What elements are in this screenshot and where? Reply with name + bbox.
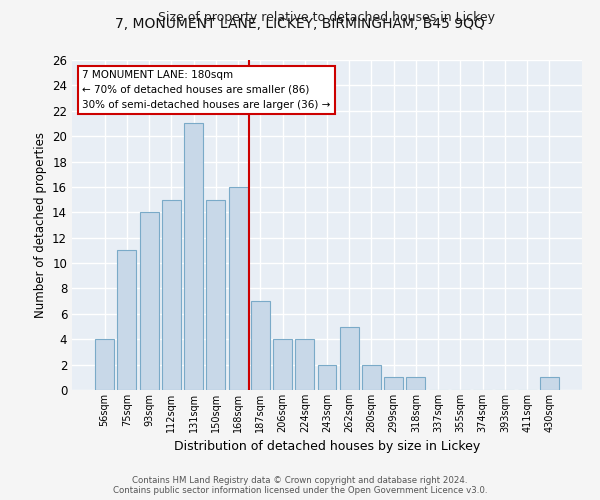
Text: 7, MONUMENT LANE, LICKEY, BIRMINGHAM, B45 9QQ: 7, MONUMENT LANE, LICKEY, BIRMINGHAM, B4… — [115, 18, 485, 32]
X-axis label: Distribution of detached houses by size in Lickey: Distribution of detached houses by size … — [174, 440, 480, 454]
Text: 7 MONUMENT LANE: 180sqm
← 70% of detached houses are smaller (86)
30% of semi-de: 7 MONUMENT LANE: 180sqm ← 70% of detache… — [82, 70, 331, 110]
Bar — [140, 212, 158, 390]
Title: Size of property relative to detached houses in Lickey: Size of property relative to detached ho… — [158, 11, 496, 24]
Bar — [540, 378, 559, 390]
Bar — [362, 364, 381, 390]
Bar — [384, 378, 403, 390]
Bar — [118, 250, 136, 390]
Bar — [273, 339, 292, 390]
Bar — [406, 378, 425, 390]
Y-axis label: Number of detached properties: Number of detached properties — [34, 132, 47, 318]
Text: Contains HM Land Registry data © Crown copyright and database right 2024.
Contai: Contains HM Land Registry data © Crown c… — [113, 476, 487, 495]
Bar — [95, 339, 114, 390]
Bar — [229, 187, 248, 390]
Bar — [317, 364, 337, 390]
Bar — [340, 326, 359, 390]
Bar — [162, 200, 181, 390]
Bar — [295, 339, 314, 390]
Bar — [206, 200, 225, 390]
Bar — [251, 301, 270, 390]
Bar — [184, 124, 203, 390]
